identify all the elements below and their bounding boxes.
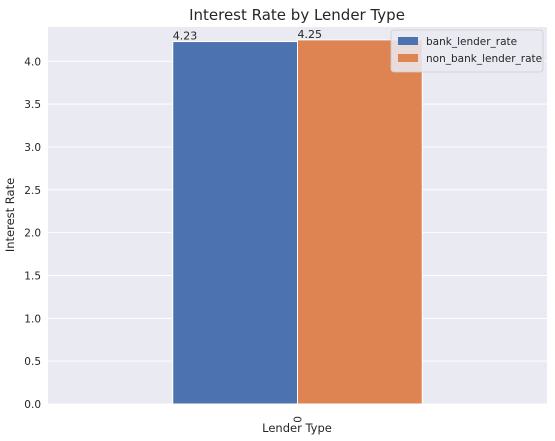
y-tick-label: 2.0 <box>24 228 41 240</box>
y-tick-label: 4.0 <box>24 56 41 68</box>
data-labels: 4.23 4.25 <box>173 28 322 43</box>
bar-non-bank-lender-rate <box>297 39 423 405</box>
y-axis-label: Interest Rate <box>3 178 17 252</box>
y-tick-label: 0.0 <box>24 399 41 411</box>
legend-box <box>390 29 544 73</box>
legend-swatch <box>398 37 418 45</box>
legend-label: non_bank_lender_rate <box>426 53 542 65</box>
bar-bank-lender-rate <box>172 41 298 405</box>
legend: bank_lender_rate non_bank_lender_rate <box>390 29 544 73</box>
y-tick-label: 1.0 <box>24 313 41 325</box>
data-label: 4.23 <box>173 30 198 43</box>
x-axis-label: Lender Type <box>262 421 332 435</box>
x-tick-label: 0 <box>293 416 305 423</box>
y-tick-label: 1.5 <box>24 270 41 282</box>
y-tick-label: 2.5 <box>24 185 41 197</box>
data-label: 4.25 <box>298 28 323 41</box>
legend-swatch <box>398 54 418 62</box>
legend-label: bank_lender_rate <box>426 36 517 48</box>
y-tick-label: 3.0 <box>24 142 41 154</box>
y-tick-label: 0.5 <box>24 356 41 368</box>
y-tick-label: 3.5 <box>24 99 41 111</box>
bars <box>172 39 423 405</box>
chart-title: Interest Rate by Lender Type <box>189 6 405 24</box>
y-axis-ticks: 0.0 0.5 1.0 1.5 2.0 2.5 3.0 3.5 4.0 <box>24 56 41 411</box>
x-axis-ticks: 0 <box>293 416 305 423</box>
